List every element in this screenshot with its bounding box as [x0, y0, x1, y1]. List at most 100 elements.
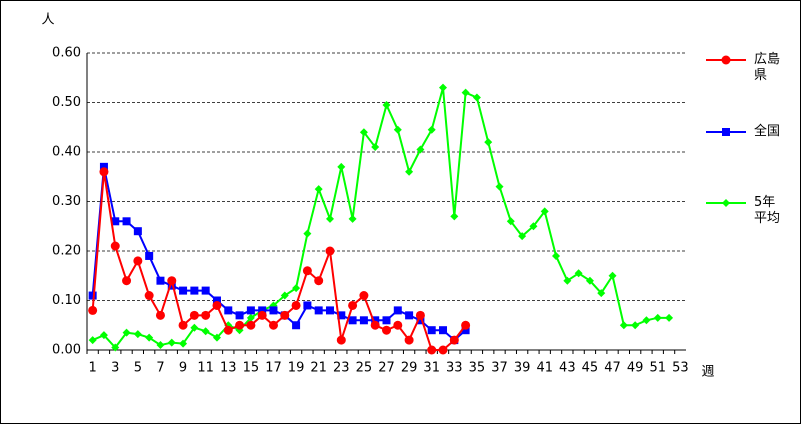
y-tick-label: 0.10 [52, 293, 81, 308]
x-tick-label: 41 [536, 361, 553, 376]
point [450, 212, 459, 221]
point [359, 128, 368, 137]
point [370, 320, 380, 330]
x-tick-label: 53 [672, 361, 689, 376]
point [111, 343, 120, 352]
x-tick-label: 21 [310, 361, 327, 376]
x-axis-label: 週 [701, 365, 714, 380]
point [156, 276, 165, 285]
x-tick-label: 27 [378, 361, 395, 376]
y-tick-label: 0.60 [52, 46, 81, 61]
point [427, 125, 436, 134]
point [189, 310, 199, 320]
point [438, 345, 448, 355]
point [574, 269, 583, 278]
point [472, 93, 481, 102]
point [518, 232, 527, 241]
point [404, 335, 414, 345]
point [619, 321, 628, 330]
series-line [91, 166, 467, 342]
point [348, 316, 357, 325]
point [461, 88, 470, 97]
point [212, 333, 221, 342]
point [122, 276, 132, 286]
x-tick-label: 33 [446, 361, 463, 376]
point [371, 316, 380, 325]
point [495, 182, 504, 191]
point [393, 320, 403, 330]
point [393, 306, 402, 315]
point [122, 217, 131, 226]
point [212, 296, 221, 305]
point [257, 310, 267, 320]
point [642, 316, 651, 325]
point [235, 311, 244, 320]
point [325, 246, 335, 256]
point [427, 345, 437, 355]
point [325, 306, 334, 315]
x-tick-label: 39 [514, 361, 531, 376]
point [88, 291, 97, 300]
point [246, 306, 255, 315]
x-tick-label: 31 [423, 361, 440, 376]
point [88, 305, 98, 315]
point [665, 313, 674, 322]
series-line [92, 87, 670, 350]
legend-label: 広島県 [754, 52, 781, 83]
point [325, 214, 334, 223]
point [280, 291, 289, 300]
point [110, 241, 120, 251]
point [337, 311, 346, 320]
point [133, 227, 142, 236]
x-tick-label: 51 [649, 361, 666, 376]
point [382, 325, 391, 335]
point [268, 320, 278, 330]
series-line [91, 171, 467, 351]
x-tick-label: 13 [220, 361, 237, 376]
point [155, 310, 165, 320]
x-tick-label: 29 [401, 361, 418, 376]
point [405, 311, 414, 320]
point [382, 100, 391, 109]
point [585, 276, 594, 285]
point [145, 333, 154, 342]
point [179, 339, 188, 348]
point [359, 316, 368, 325]
x-tick-label: 1 [89, 361, 97, 376]
point [303, 229, 312, 238]
point [190, 323, 199, 332]
x-tick-label: 19 [288, 361, 305, 376]
x-tick-label: 11 [197, 361, 214, 376]
point [359, 291, 369, 301]
point [529, 222, 538, 231]
x-tick-label: 49 [627, 361, 644, 376]
point [416, 316, 425, 325]
point [122, 328, 131, 337]
point [302, 266, 312, 276]
point [336, 335, 346, 345]
point [167, 338, 176, 347]
point [314, 276, 324, 286]
x-tick-label: 45 [582, 361, 599, 376]
point [201, 286, 210, 295]
point [258, 306, 267, 315]
x-tick-label: 37 [491, 361, 508, 376]
point [371, 143, 380, 152]
point [506, 217, 515, 226]
point [179, 286, 188, 295]
point [201, 310, 211, 320]
point [212, 300, 222, 310]
point [484, 138, 493, 147]
point [111, 217, 120, 226]
point [721, 55, 731, 65]
x-tick-label: 25 [356, 361, 373, 376]
x-tick-label: 23 [333, 361, 350, 376]
point [280, 310, 290, 320]
point [416, 145, 425, 154]
point [178, 320, 188, 330]
point [348, 214, 357, 223]
point [415, 310, 425, 320]
point [292, 284, 301, 293]
